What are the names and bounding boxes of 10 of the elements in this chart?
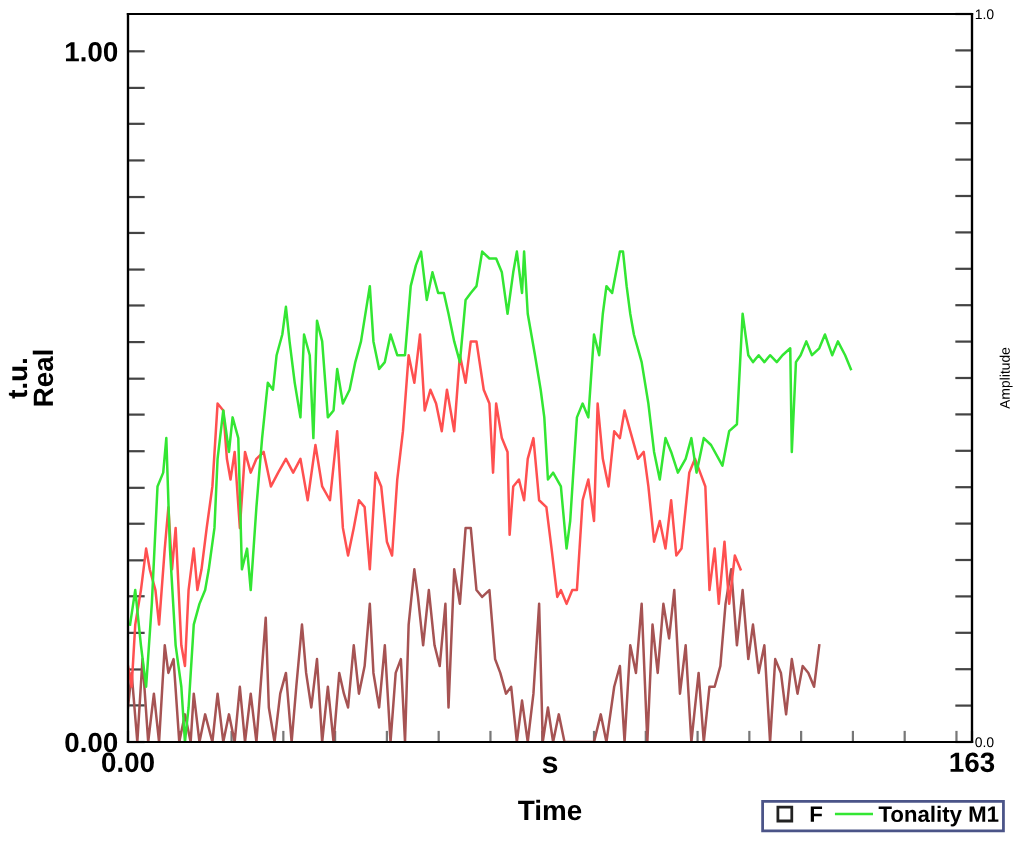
line-series	[128, 250, 853, 742]
y-tick-label: 1.00	[65, 41, 118, 62]
legend-label: Tonality M1	[878, 805, 999, 827]
x-tick-label: 163	[950, 752, 995, 773]
x-axis-title: Time	[518, 799, 582, 821]
line-series	[128, 526, 821, 742]
line-series	[128, 333, 742, 688]
text: s	[542, 756, 558, 774]
y-axis-title: t.u. Real	[8, 350, 54, 406]
text: F	[810, 806, 823, 822]
